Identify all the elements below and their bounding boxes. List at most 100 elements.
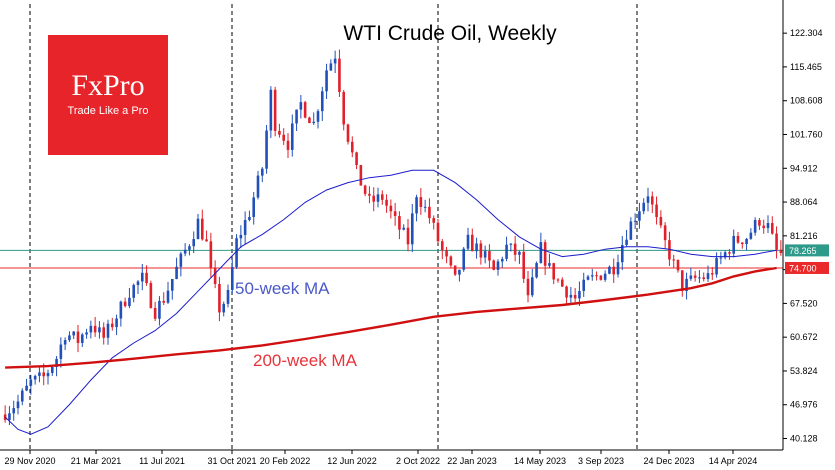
y-tick-label: 81.216 — [790, 231, 818, 241]
candle-body — [20, 390, 24, 402]
candle-body — [475, 243, 478, 252]
candle-body — [706, 273, 710, 280]
candle-body — [449, 256, 453, 266]
x-tick-label: 2 Oct 2022 — [396, 456, 440, 466]
ma200-line — [5, 266, 777, 369]
candle-body — [329, 63, 333, 71]
candle-body — [410, 213, 414, 245]
candle-body — [98, 327, 101, 333]
candle-body — [213, 267, 217, 284]
x-tick-label: 24 Dec 2023 — [643, 456, 694, 466]
candle-body — [153, 307, 157, 319]
y-tick-label: 40.128 — [790, 434, 818, 444]
fxpro-logo: FxPro Trade Like a Pro — [48, 35, 168, 155]
candle-body — [698, 277, 701, 279]
candle-body — [372, 195, 376, 202]
candle-body — [110, 323, 114, 328]
candle-body — [68, 335, 71, 341]
y-tick-label: 101.760 — [790, 130, 823, 140]
candle-body — [432, 218, 436, 223]
candle-body — [325, 70, 328, 92]
candle-body — [736, 235, 740, 243]
candle-body — [483, 251, 487, 258]
candle-body — [38, 372, 41, 376]
candle-body — [218, 283, 221, 313]
candle-body — [316, 111, 320, 122]
candle-body — [239, 234, 243, 239]
candle-body — [192, 239, 196, 247]
candle-body — [136, 281, 140, 285]
candle-body — [119, 301, 123, 319]
candle-body — [775, 233, 778, 250]
candle-body — [560, 279, 564, 287]
candle-body — [535, 263, 538, 278]
candle-body — [205, 239, 208, 242]
candle-body — [676, 259, 680, 271]
candle-body — [603, 273, 607, 280]
candle-body — [200, 218, 204, 240]
candle-body — [689, 275, 693, 279]
candle-body — [569, 294, 573, 298]
candle-body — [680, 270, 684, 292]
candle-body — [290, 123, 294, 150]
candle-body — [638, 211, 641, 221]
candle-body — [402, 227, 406, 230]
x-tick-label: 22 Jan 2023 — [447, 456, 497, 466]
candle-body — [398, 216, 401, 230]
candle-body — [175, 266, 178, 280]
candle-body — [252, 197, 256, 217]
candle-body — [590, 275, 594, 277]
candle-body — [428, 206, 431, 219]
candle-body — [693, 275, 697, 278]
candle-body — [509, 243, 513, 245]
candle-body — [170, 279, 174, 291]
candle-body — [29, 379, 33, 386]
candle-body — [363, 185, 367, 194]
candle-body — [526, 278, 530, 296]
price-badge-label: 78.265 — [789, 246, 817, 256]
candle-body — [740, 242, 744, 244]
candle-body — [76, 331, 80, 343]
candle-body — [50, 366, 54, 373]
horizontal-level-lines — [0, 249, 783, 269]
candle-body — [685, 278, 688, 292]
candle-body — [115, 318, 118, 328]
candle-body — [625, 239, 628, 246]
candle-body — [582, 279, 586, 292]
candle-body — [715, 257, 718, 275]
candle-body — [63, 340, 67, 345]
candle-body — [655, 204, 658, 218]
candle-body — [616, 262, 620, 275]
candle-body — [770, 223, 774, 234]
candle-body — [209, 241, 213, 268]
candle-body — [145, 272, 148, 284]
candle-body — [445, 250, 448, 257]
candle-body — [80, 334, 84, 343]
candle-body — [320, 91, 324, 112]
candle-body — [479, 243, 483, 258]
candle-body — [368, 193, 371, 196]
candle-body — [436, 222, 440, 242]
x-tick-label: 31 Oct 2021 — [207, 456, 256, 466]
candle-body — [710, 273, 714, 275]
candle-body — [663, 225, 667, 241]
candle-body — [470, 234, 474, 252]
candle-body — [46, 372, 50, 377]
candle-body — [423, 206, 427, 208]
candles — [3, 49, 783, 426]
y-tick-label: 122.304 — [790, 28, 823, 38]
chart-title: WTI Crude Oil, Weekly — [343, 22, 557, 45]
candle-body — [260, 168, 264, 176]
candle-body — [346, 124, 350, 142]
candle-body — [633, 220, 637, 222]
x-tick-label: 12 Jun 2022 — [327, 456, 377, 466]
axes — [0, 0, 784, 451]
candle-body — [749, 232, 753, 239]
y-axis-ticks: 122.304 115.465 108.608 101.760 94.912 88.064… — [783, 28, 823, 444]
candle-body — [543, 242, 547, 266]
candle-body — [586, 276, 590, 280]
candle-body — [16, 401, 20, 409]
candle-body — [158, 300, 161, 319]
moving-averages — [4, 169, 777, 435]
